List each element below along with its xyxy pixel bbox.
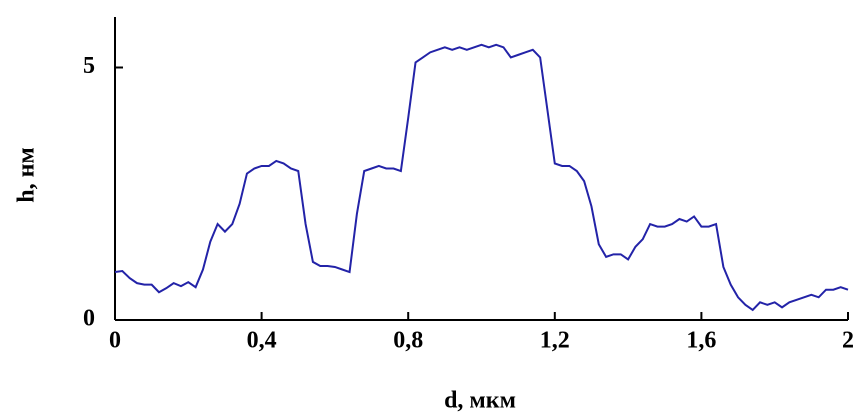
y-tick-label: 0 [83,306,95,332]
y-axis-label: h, нм [14,147,40,203]
x-tick-label: 0,8 [393,328,423,354]
x-tick-label: 1,2 [540,328,570,354]
data-line [114,43,849,312]
x-tick-label: 0,4 [247,328,277,354]
x-tick-label: 2 [842,328,854,354]
x-tick-label: 0 [109,328,121,354]
x-axis-label: d, мкм [444,388,516,414]
y-tick-label: 5 [83,53,95,79]
x-tick-label: 1,6 [686,328,716,354]
